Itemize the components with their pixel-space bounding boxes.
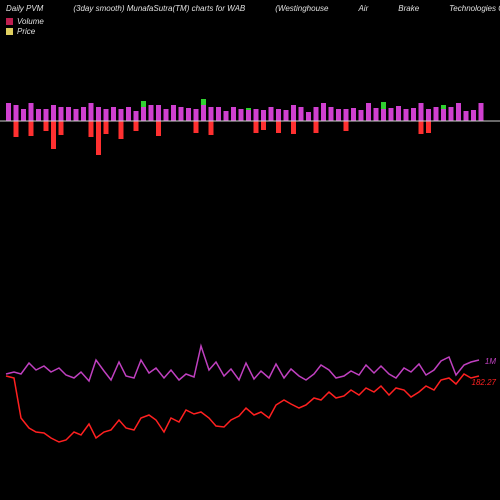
volume-end-label: 1M (485, 357, 496, 366)
price-end-label: 182.27 (472, 378, 496, 387)
bar-chart (6, 99, 484, 155)
chart-svg (0, 0, 500, 500)
volume-line (6, 346, 479, 381)
price-line (6, 374, 479, 442)
